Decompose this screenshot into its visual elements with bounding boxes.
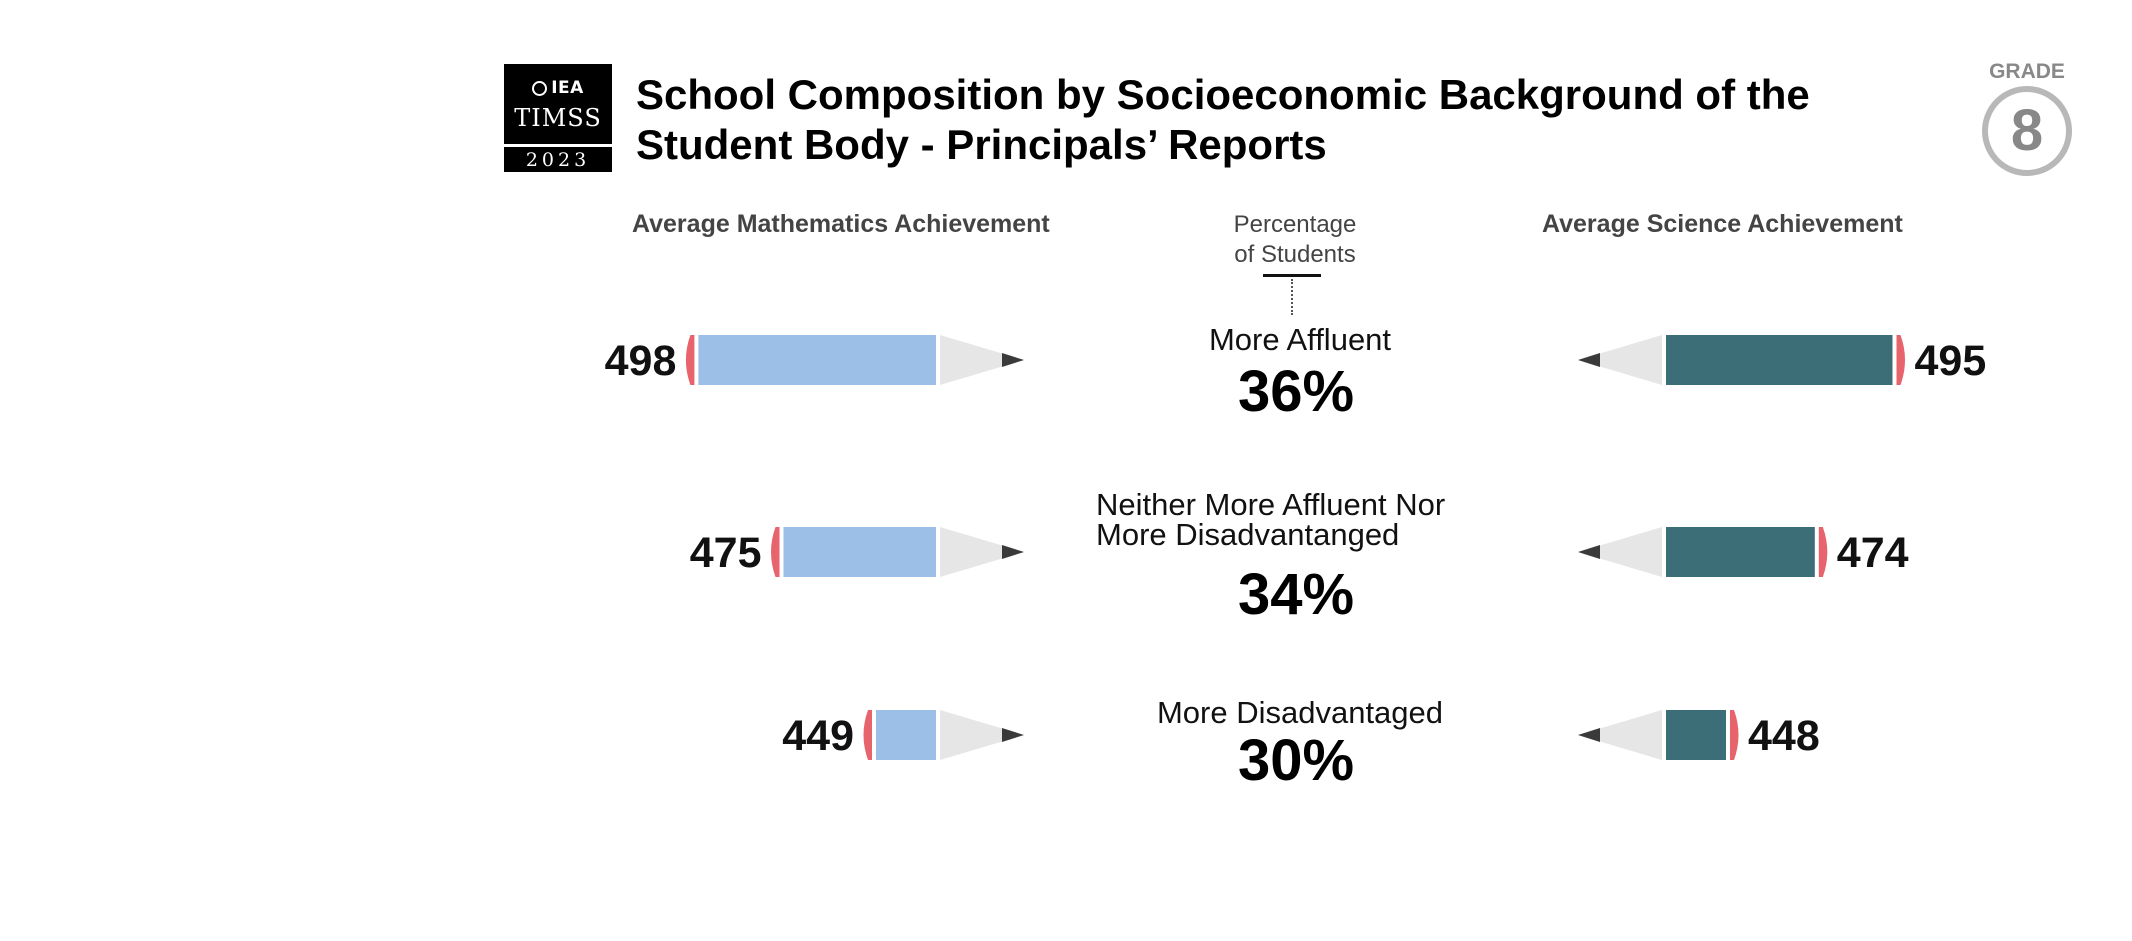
percentage-header-line-2: of Students	[1234, 241, 1356, 268]
math-pencil-eraser-more-disadvantaged	[863, 710, 872, 760]
science-score-neither: 474	[1837, 529, 1909, 577]
category-label-line: More Disadvantaged	[1156, 695, 1444, 730]
percent-value-more-affluent: 36%	[1237, 359, 1355, 424]
science-pencil-eraser-neither	[1818, 527, 1828, 577]
science-score-more-affluent: 495	[1915, 337, 1987, 385]
percent-value-more-disadvantaged: 30%	[1237, 728, 1355, 793]
grade-label: GRADE	[1989, 60, 2065, 83]
science-pencil-lead-more-disadvantaged	[1578, 728, 1600, 742]
percentage-column-header: Percentage of Students	[1195, 210, 1395, 270]
math-pencil-eraser-neither	[771, 527, 780, 577]
logo-study: TIMSS	[514, 104, 602, 132]
science-bar-more-affluent	[1666, 335, 1893, 385]
grade-badge: 8	[1982, 86, 2072, 176]
math-pencil-lead-more-affluent	[1002, 353, 1024, 367]
science-pencil-eraser-more-disadvantaged	[1730, 710, 1739, 760]
category-label-more-affluent: More Affluent	[1150, 322, 1450, 357]
math-pencil-lead-more-disadvantaged	[1002, 728, 1024, 742]
chart-title: School Composition by Socioeconomic Back…	[636, 70, 1936, 170]
math-pencil-eraser-more-affluent	[685, 335, 695, 385]
category-label-line: Neither More Affluent Nor	[1096, 487, 1446, 522]
category-label-line: More Disadvantanged	[1096, 517, 1400, 552]
math-pencil-lead-neither	[1002, 545, 1024, 559]
iea-mark: IEA	[504, 78, 612, 98]
math-score-neither: 475	[690, 529, 762, 577]
science-bar-more-disadvantaged	[1666, 710, 1726, 760]
logo-org: IEA	[551, 78, 584, 98]
science-pencil-tip-neither	[1578, 527, 1662, 577]
science-score-more-disadvantaged: 448	[1748, 712, 1820, 760]
math-pencil-tip-more-disadvantaged	[940, 710, 1024, 760]
science-pencil-lead-neither	[1578, 545, 1600, 559]
percentage-header-line-1: Percentage	[1233, 211, 1357, 238]
science-pencil-tip-more-disadvantaged	[1578, 710, 1662, 760]
title-line-2: Student Body - Principals’ Reports	[636, 121, 1327, 168]
science-bar-neither	[1666, 527, 1815, 577]
logo-year: 2023	[504, 144, 612, 175]
math-bar-more-disadvantaged	[876, 710, 936, 760]
title-line-1: School Composition by Socioeconomic Back…	[636, 71, 1810, 118]
math-pencil-tip-more-affluent	[940, 335, 1024, 385]
category-label-line: More Affluent	[1208, 322, 1392, 357]
percent-value-neither: 34%	[1237, 562, 1355, 627]
math-bar-more-affluent	[698, 335, 936, 385]
science-pencil-lead-more-affluent	[1578, 353, 1600, 367]
percentage-header-rule	[1263, 274, 1321, 277]
math-score-more-disadvantaged: 449	[782, 712, 854, 760]
percentage-header-dotted-line	[1291, 279, 1293, 315]
timss-logo: IEA TIMSS 2023	[504, 64, 612, 172]
category-label-neither: Neither More Affluent Nor More Disadvant…	[1096, 487, 1446, 552]
category-label-more-disadvantaged: More Disadvantaged	[1100, 695, 1500, 730]
science-pencil-eraser-more-affluent	[1896, 335, 1905, 385]
math-score-more-affluent: 498	[605, 337, 677, 385]
math-column-header: Average Mathematics Achievement	[632, 210, 1050, 238]
science-pencil-tip-more-affluent	[1578, 335, 1662, 385]
globe-icon	[532, 81, 548, 96]
math-bar-neither	[783, 527, 936, 577]
math-pencil-tip-neither	[940, 527, 1024, 577]
science-column-header: Average Science Achievement	[1542, 210, 1903, 238]
